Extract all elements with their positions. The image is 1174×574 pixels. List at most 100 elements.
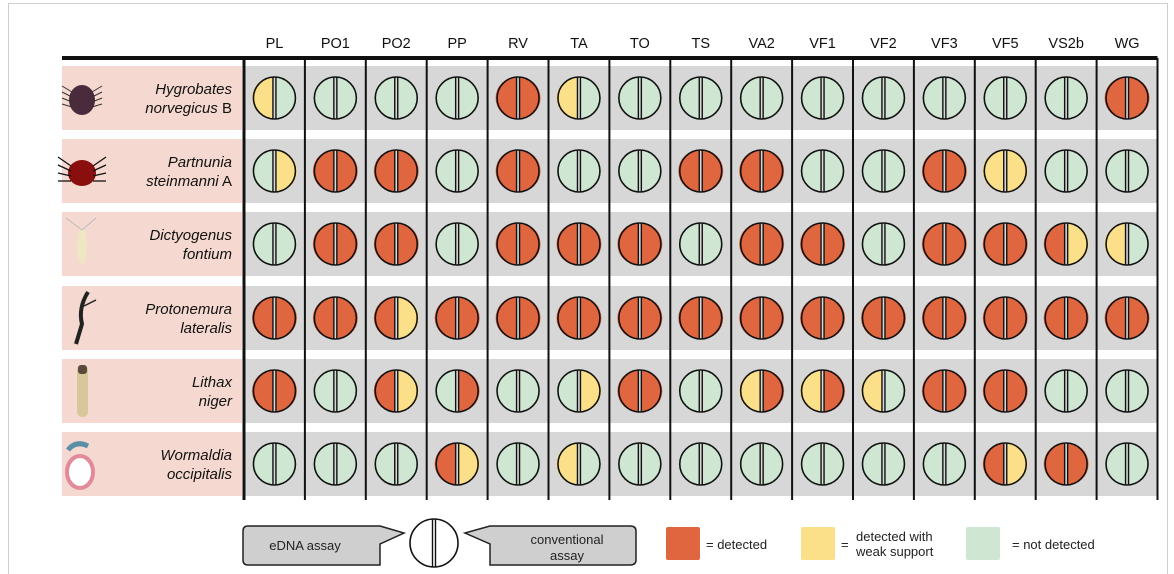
- detection-cell: [739, 222, 785, 266]
- detection-cell: [1104, 149, 1150, 193]
- species-epithet: fontium: [183, 246, 232, 263]
- column-header-pl: PL: [266, 36, 284, 52]
- detection-cell: [921, 296, 967, 340]
- detection-cell: [739, 76, 785, 120]
- species-epithet: occipitalis: [167, 466, 233, 483]
- grid-lines: [62, 56, 1159, 500]
- species-genus: Hygrobates: [155, 81, 232, 98]
- detection-cell: [495, 222, 541, 266]
- species-label-bg: [62, 212, 242, 276]
- column-header-va2: VA2: [748, 36, 774, 52]
- species-genus: Protonemura: [145, 301, 232, 318]
- column-header-vf3: VF3: [931, 36, 958, 52]
- detection-cell: [312, 222, 358, 266]
- column-header-pp: PP: [447, 36, 466, 52]
- detection-cell: [434, 222, 480, 266]
- detection-cell: [373, 149, 419, 193]
- caddis-larva-icon: [77, 365, 88, 417]
- detection-cell: [860, 442, 906, 486]
- edna-assay-label: eDNA assay: [269, 538, 341, 553]
- detection-cell: [251, 296, 297, 340]
- detection-cell: [1104, 442, 1150, 486]
- weak-legend-label-2: weak support: [855, 544, 934, 559]
- column-header-ta: TA: [570, 36, 588, 52]
- weak-legend-eq: =: [841, 537, 849, 552]
- detection-cell: [1043, 369, 1089, 413]
- detection-cell: [739, 442, 785, 486]
- detection-cell: [373, 369, 419, 413]
- column-header-ts: TS: [691, 36, 710, 52]
- detection-cell: [982, 442, 1028, 486]
- detection-cell: [800, 149, 846, 193]
- detection-cell: [739, 369, 785, 413]
- not-detected-legend-label: = not detected: [1012, 537, 1095, 552]
- detection-cell: [921, 369, 967, 413]
- detection-cell: [800, 296, 846, 340]
- detection-cells: [251, 76, 1150, 486]
- stonefly-larva-icon: [74, 290, 97, 345]
- detection-cell: [860, 222, 906, 266]
- detection-cell: [434, 76, 480, 120]
- conventional-assay-label-1: conventional: [531, 532, 604, 547]
- detection-cell: [251, 149, 297, 193]
- detection-cell: [617, 442, 663, 486]
- detection-cell: [251, 442, 297, 486]
- species-genus: Wormaldia: [160, 447, 232, 464]
- detection-cell: [860, 369, 906, 413]
- species-epithet: lateralis: [180, 320, 232, 337]
- detection-cell: [617, 296, 663, 340]
- column-header-to: TO: [630, 36, 650, 52]
- detection-cell: [251, 369, 297, 413]
- detection-cell: [556, 149, 602, 193]
- species-variant-suffix: A: [219, 173, 232, 190]
- detection-cell: [373, 442, 419, 486]
- detection-cell: [678, 369, 724, 413]
- conventional-callout: [462, 525, 637, 566]
- detection-cell: [495, 369, 541, 413]
- curled-larva-icon: [65, 441, 95, 490]
- detection-cell: [678, 296, 724, 340]
- water-mite-icon: [61, 85, 103, 115]
- detection-cell: [312, 296, 358, 340]
- detection-cell: [860, 296, 906, 340]
- detection-cell: [434, 369, 480, 413]
- edna-callout: [242, 525, 407, 566]
- detection-cell: [617, 76, 663, 120]
- detection-cell: [860, 149, 906, 193]
- detection-cell: [251, 76, 297, 120]
- species-genus: Partnunia: [168, 154, 232, 171]
- detection-cell: [678, 76, 724, 120]
- detection-cell: [921, 222, 967, 266]
- detection-cell: [1043, 149, 1089, 193]
- detection-cell: [1104, 76, 1150, 120]
- detection-cell: [251, 222, 297, 266]
- species-variant-suffix: B: [218, 100, 232, 117]
- detection-cell: [617, 369, 663, 413]
- column-header-vf1: VF1: [809, 36, 836, 52]
- detection-cell: [495, 296, 541, 340]
- detection-cell: [556, 76, 602, 120]
- detection-cell: [678, 222, 724, 266]
- column-header-wg: WG: [1115, 36, 1140, 52]
- detection-cell: [495, 149, 541, 193]
- species-genus: Lithax: [192, 374, 233, 391]
- detection-cell: [1043, 296, 1089, 340]
- detection-cell: [617, 149, 663, 193]
- detection-cell: [982, 76, 1028, 120]
- detection-cell: [434, 296, 480, 340]
- detection-cell: [373, 222, 419, 266]
- detection-cell: [982, 369, 1028, 413]
- detection-cell: [373, 76, 419, 120]
- detection-cell: [495, 442, 541, 486]
- species-label-bg: [62, 286, 242, 350]
- detection-cell: [495, 76, 541, 120]
- conventional-assay-label-2: assay: [550, 548, 584, 563]
- detection-cell: [556, 369, 602, 413]
- detection-cell: [1104, 369, 1150, 413]
- detection-cell: [373, 296, 419, 340]
- row-bands: [244, 66, 1158, 496]
- detection-cell: [921, 76, 967, 120]
- detection-cell: [678, 442, 724, 486]
- detection-cell: [860, 76, 906, 120]
